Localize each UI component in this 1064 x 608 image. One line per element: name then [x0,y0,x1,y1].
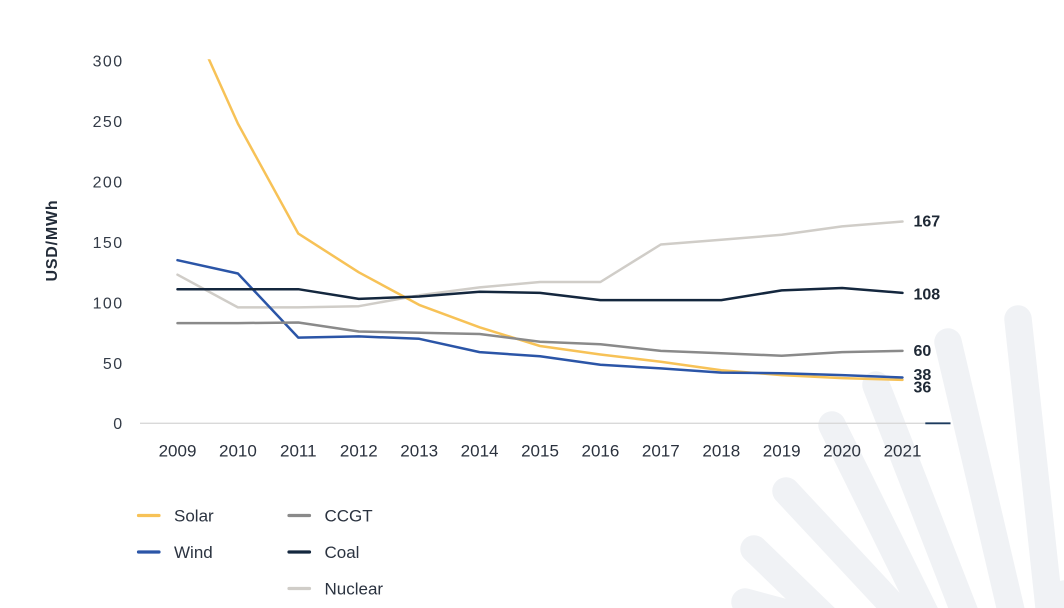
svg-text:60: 60 [914,343,932,360]
svg-text:2018: 2018 [702,442,740,461]
svg-text:Wind: Wind [174,543,213,562]
svg-text:USD/MWh: USD/MWh [44,199,61,281]
svg-text:Solar: Solar [174,507,214,526]
svg-text:2009: 2009 [159,442,197,461]
svg-text:250: 250 [93,114,124,131]
svg-text:2019: 2019 [763,442,801,461]
svg-text:2015: 2015 [521,442,559,461]
svg-text:Nuclear: Nuclear [325,580,384,599]
svg-text:2020: 2020 [823,442,861,461]
svg-text:2016: 2016 [581,442,619,461]
svg-text:108: 108 [914,287,941,304]
svg-text:300: 300 [93,54,124,71]
svg-text:CCGT: CCGT [325,507,373,526]
svg-text:2017: 2017 [642,442,680,461]
svg-text:100: 100 [93,295,124,312]
svg-text:150: 150 [93,235,124,252]
svg-text:50: 50 [103,356,124,373]
svg-text:38: 38 [914,367,932,384]
svg-text:2014: 2014 [461,442,499,461]
svg-text:Coal: Coal [325,543,360,562]
svg-text:200: 200 [93,175,124,192]
svg-text:36: 36 [914,380,932,397]
svg-text:2021: 2021 [884,442,922,461]
svg-text:0: 0 [113,416,123,433]
svg-text:2010: 2010 [219,442,257,461]
svg-text:2011: 2011 [280,442,317,461]
svg-text:2012: 2012 [340,442,378,461]
svg-text:167: 167 [914,214,941,231]
svg-text:2013: 2013 [400,442,438,461]
